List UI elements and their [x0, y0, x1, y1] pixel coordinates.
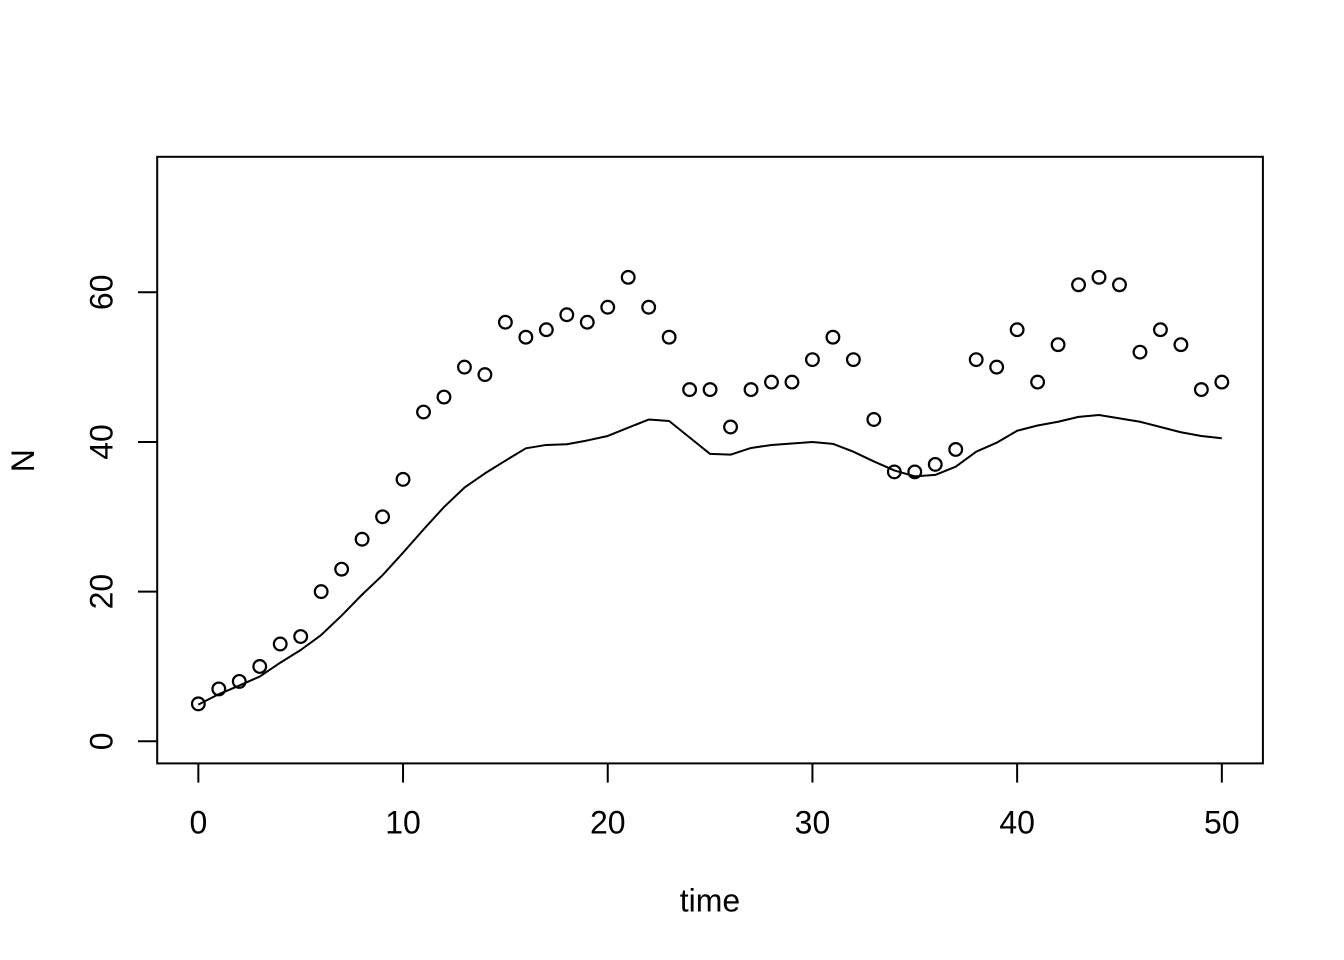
- svg-text:60: 60: [83, 274, 119, 310]
- svg-text:40: 40: [999, 805, 1035, 841]
- svg-text:0: 0: [189, 805, 207, 841]
- svg-text:40: 40: [83, 424, 119, 460]
- svg-text:0: 0: [83, 732, 119, 750]
- svg-text:20: 20: [83, 574, 119, 610]
- svg-text:N: N: [5, 449, 41, 472]
- svg-text:50: 50: [1204, 805, 1240, 841]
- svg-text:20: 20: [590, 805, 626, 841]
- svg-text:30: 30: [795, 805, 831, 841]
- svg-text:time: time: [680, 882, 740, 918]
- svg-text:10: 10: [385, 805, 421, 841]
